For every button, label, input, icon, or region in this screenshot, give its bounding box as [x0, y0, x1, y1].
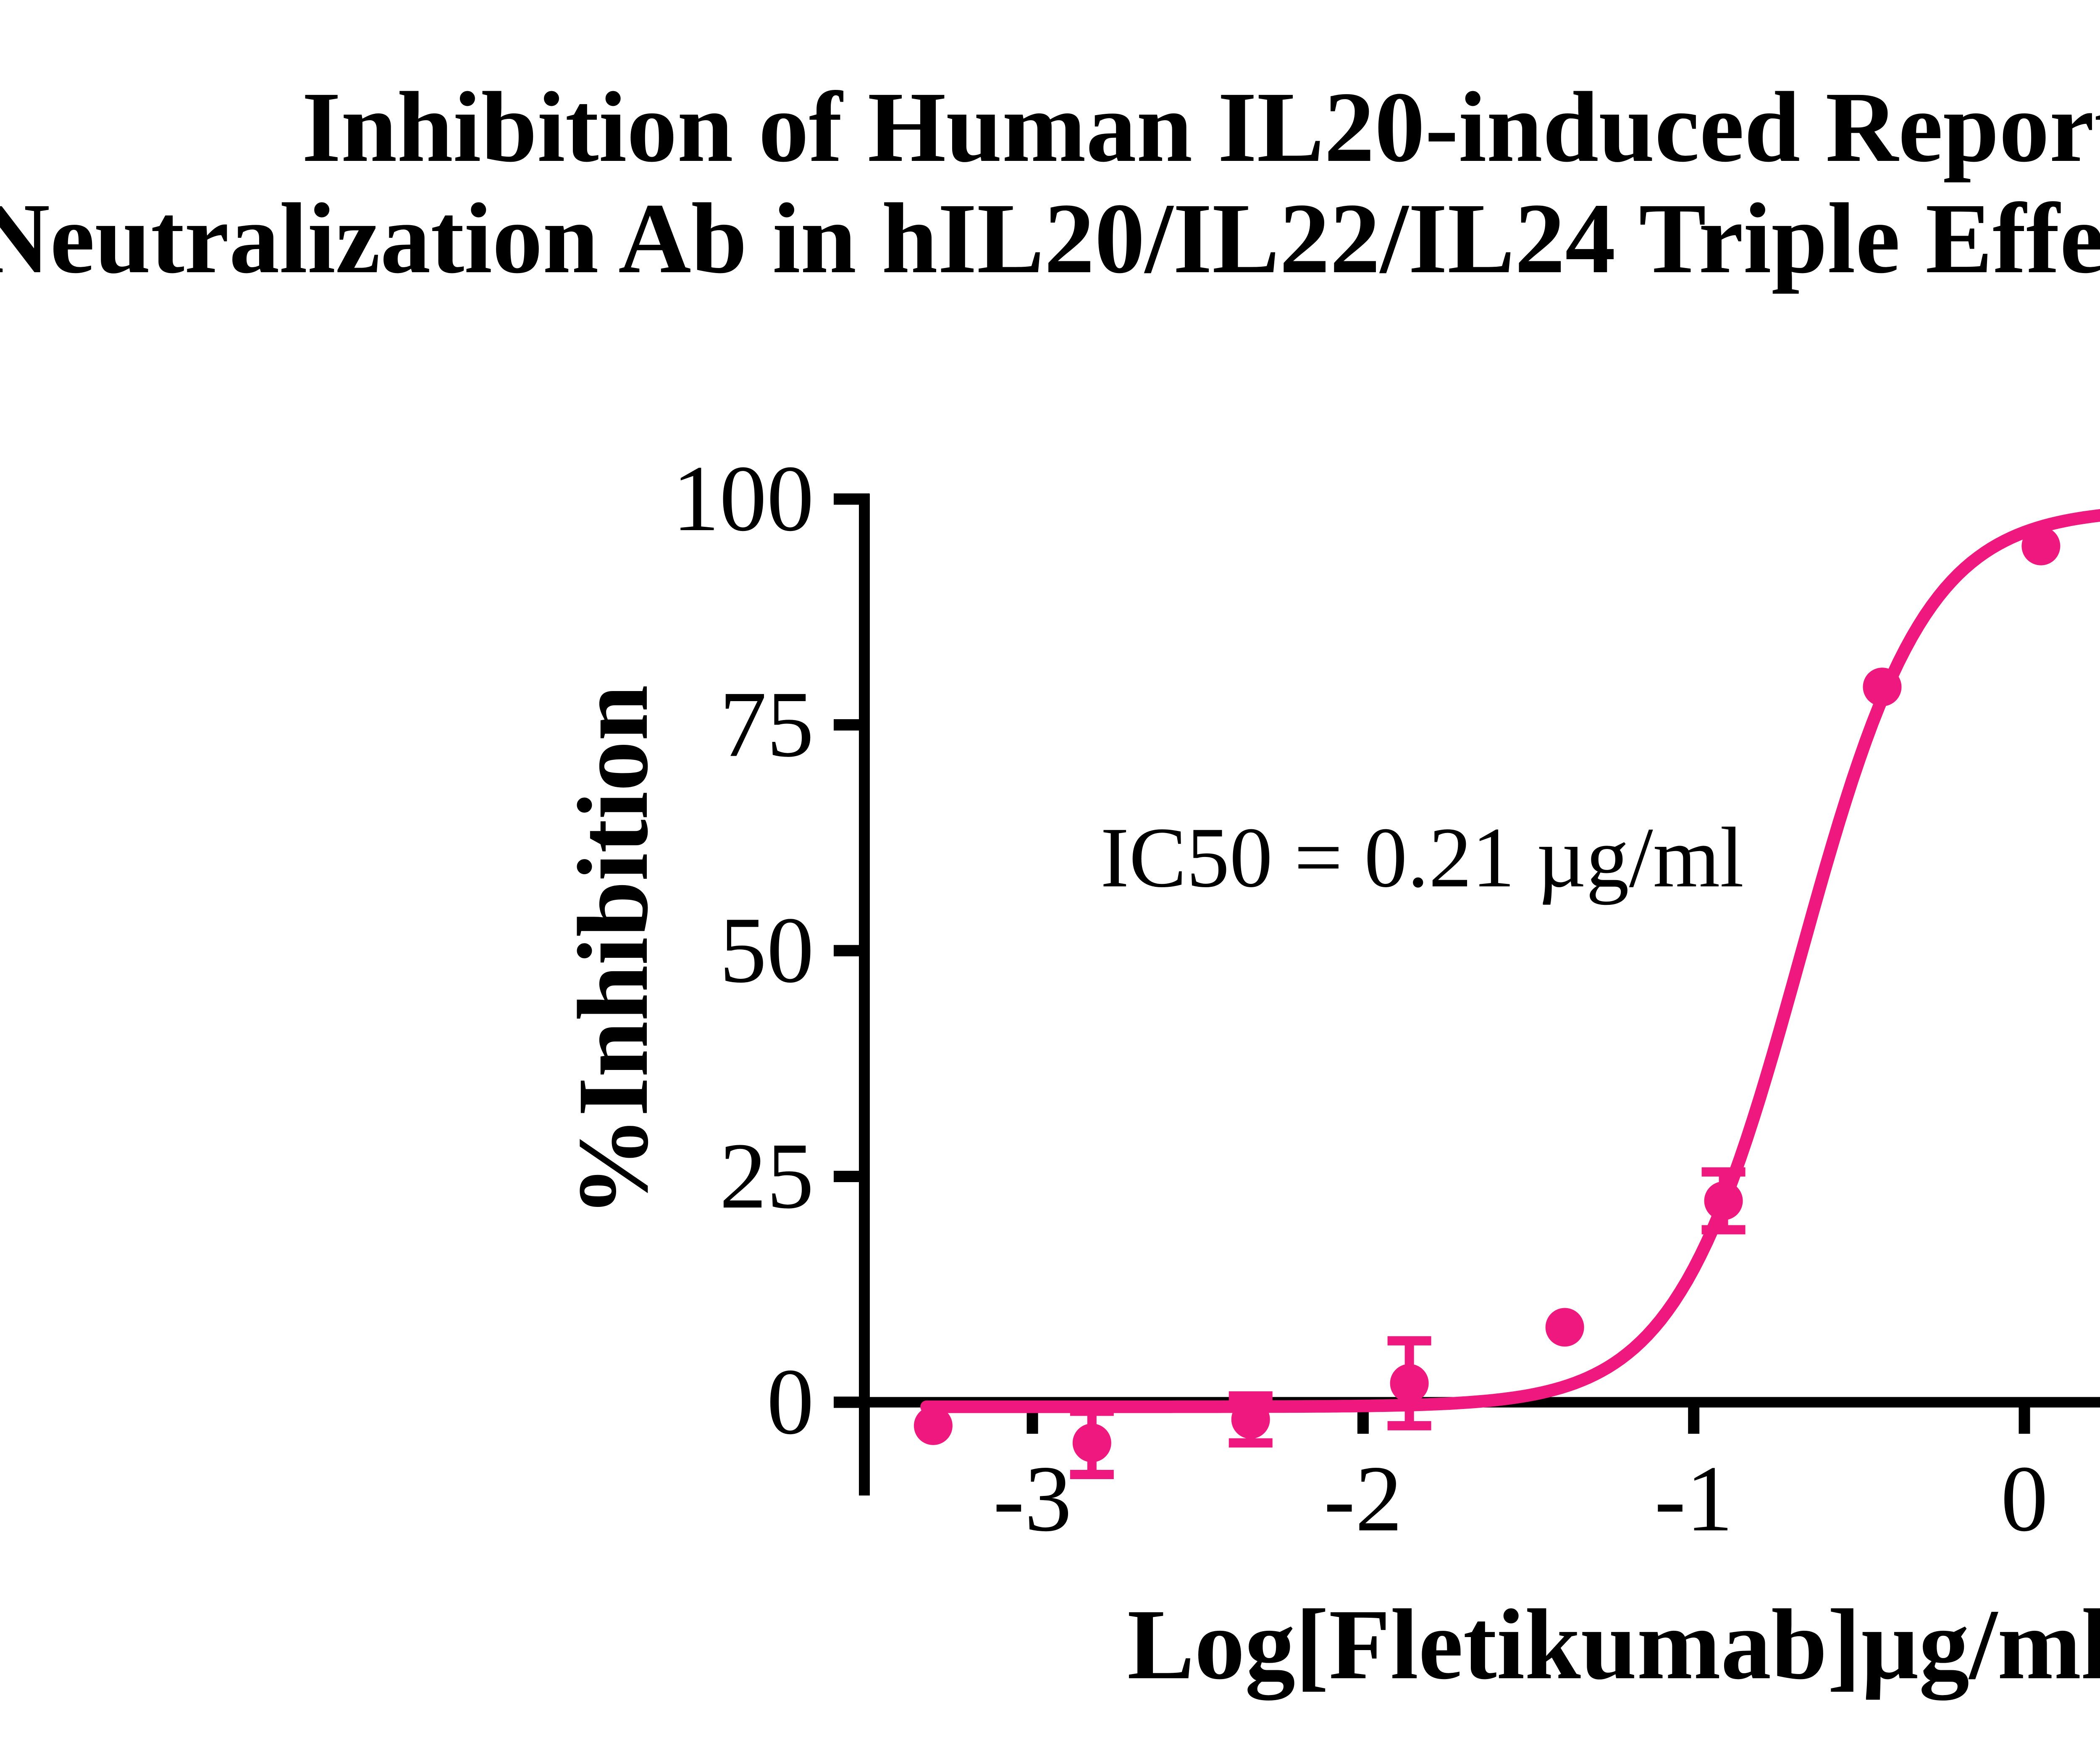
data-point-marker — [1704, 1181, 1743, 1220]
dose-response-curve — [920, 509, 2100, 1413]
x-axis-title: Log[Fletikumab]µg/ml — [1127, 1588, 2100, 1701]
data-point-marker — [1863, 668, 1902, 707]
y-tick-label: 100 — [672, 446, 814, 551]
chart-title-line-2: Neutralization Ab in hIL20/IL22/IL24 Tri… — [0, 182, 2100, 294]
y-tick-label: 0 — [767, 1349, 814, 1454]
y-tick-label: 50 — [719, 897, 814, 1002]
chart-title-line-1: Inhibition of Human IL20-induced Reporte… — [302, 71, 2100, 183]
chart-title: Inhibition of Human IL20-induced Reporte… — [0, 71, 2100, 294]
y-axis-title: %Inhibition — [557, 685, 669, 1217]
x-tick-label: -3 — [993, 1446, 1071, 1551]
data-point-marker — [914, 1406, 953, 1445]
data-point-marker — [2021, 526, 2061, 565]
y-tick-label: 75 — [719, 672, 814, 777]
x-tick-label: -2 — [1324, 1446, 1402, 1551]
x-tick-label: -1 — [1654, 1446, 1733, 1551]
data-series — [914, 526, 2061, 1479]
data-point-marker — [1072, 1423, 1111, 1462]
data-point-marker — [1545, 1308, 1584, 1347]
fit-curve — [920, 509, 2100, 1413]
data-point-marker — [1390, 1364, 1429, 1403]
x-tick-label: 0 — [2001, 1446, 2048, 1551]
ic50-annotation: IC50 = 0.21 µg/ml — [1100, 810, 1744, 905]
data-point-marker — [1231, 1400, 1270, 1439]
y-tick-label: 25 — [719, 1123, 814, 1228]
